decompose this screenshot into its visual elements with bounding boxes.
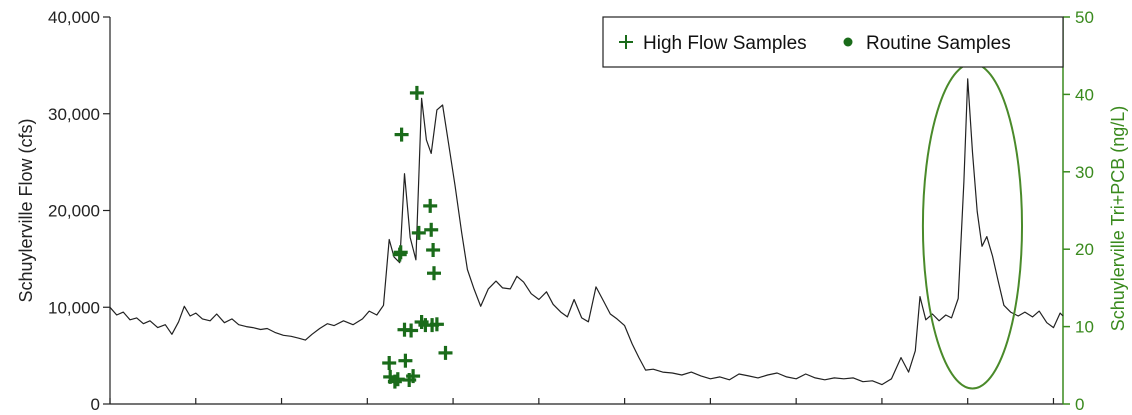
left-tick-label: 0	[91, 395, 100, 410]
axes: 0 10,000 20,000 30,000 40,000 0 10 20 30 40 50 Schu…	[16, 8, 1128, 414]
legend-plus-marker	[619, 35, 633, 49]
high-flow-sample-marker	[409, 85, 424, 100]
legend-label: Routine Samples	[866, 33, 1011, 54]
high-flow-sample-marker	[404, 323, 419, 338]
high-flow-sample-marker	[387, 374, 402, 389]
left-tick-label: 30,000	[48, 105, 100, 124]
legend-entry-routine: Routine Samples	[843, 33, 1011, 54]
legend-box	[602, 16, 1064, 68]
legend-entry-high-flow: High Flow Samples	[619, 33, 807, 54]
highlight-ellipse	[921, 62, 1024, 390]
right-tick-label: 0	[1075, 395, 1084, 410]
high-flow-sample-marker	[427, 266, 441, 281]
right-axis-title: Schuylerville Tri+PCB (ng/L)	[1108, 106, 1128, 332]
legend: High Flow Samples Routine Samples	[602, 16, 1064, 68]
right-tick-label: 30	[1075, 163, 1094, 182]
high-flow-sample-marker	[393, 245, 408, 260]
high-flow-sample-marker	[426, 243, 441, 257]
flow-line	[109, 78, 1064, 386]
high-flow-sample-marker	[429, 317, 444, 332]
annotations	[921, 62, 1024, 390]
high-flow-sample-marker	[382, 356, 397, 370]
left-tick-label: 10,000	[48, 298, 100, 317]
high-flow-sample-marker	[411, 225, 426, 240]
right-tick-label: 20	[1075, 240, 1094, 259]
high-flow-sample-marker	[406, 369, 421, 384]
high-flow-sample-marker	[438, 345, 453, 360]
legend-dot-marker	[843, 37, 853, 47]
high-flow-sample-marker	[394, 127, 409, 142]
series	[109, 78, 1064, 389]
high-flow-sample-marker	[424, 222, 439, 237]
high-flow-sample-marker	[398, 353, 413, 368]
right-tick-label: 40	[1075, 85, 1094, 104]
right-tick-label: 10	[1075, 318, 1094, 337]
left-tick-label: 40,000	[48, 8, 100, 27]
high-flow-sample-marker	[423, 198, 438, 213]
left-tick-label: 20,000	[48, 202, 100, 221]
left-axis-title: Schuylerville Flow (cfs)	[16, 118, 36, 302]
legend-label: High Flow Samples	[643, 33, 807, 54]
right-tick-label: 50	[1075, 8, 1094, 27]
